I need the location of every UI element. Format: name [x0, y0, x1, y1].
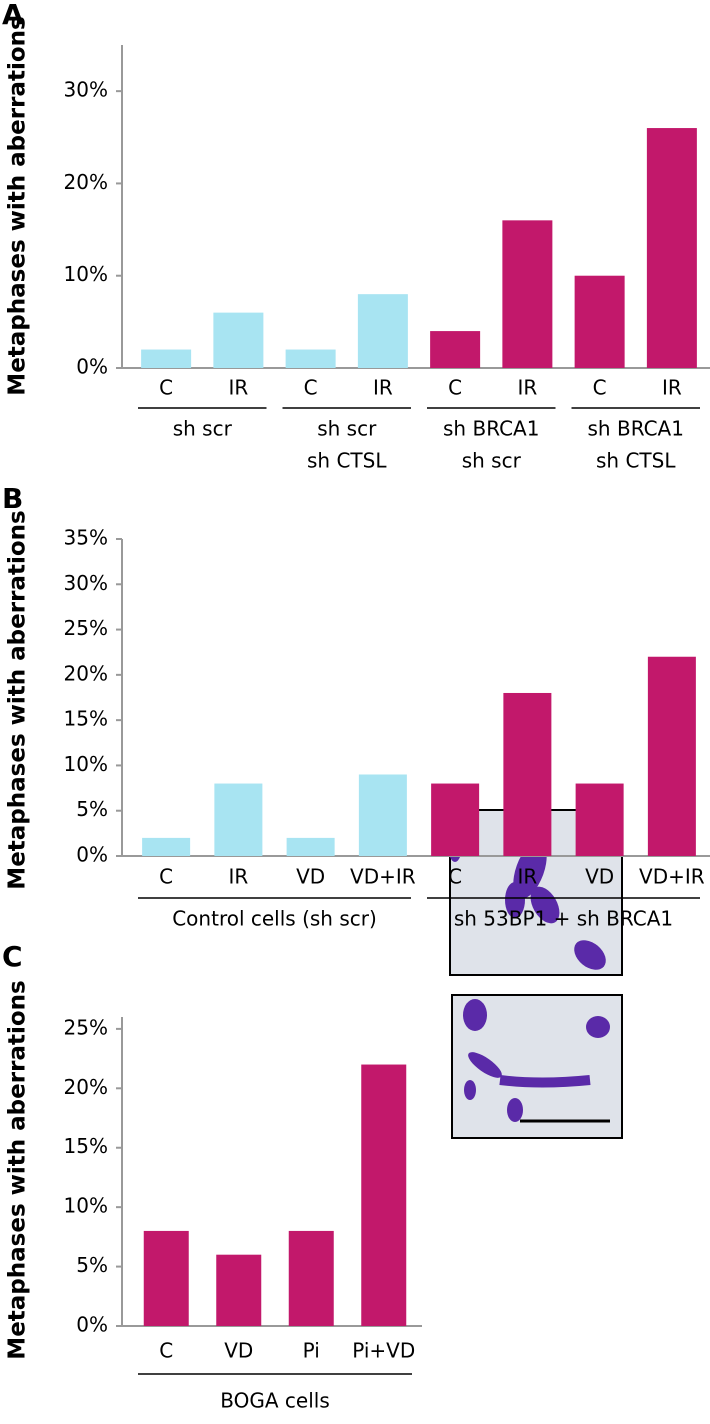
group-label: sh BRCA1	[588, 417, 684, 441]
x-tick-label: VD+IR	[350, 865, 416, 889]
bar	[502, 220, 553, 368]
x-tick-label: VD	[224, 1339, 253, 1363]
y-tick-label: 0%	[76, 355, 108, 379]
bar	[143, 1230, 189, 1326]
x-tick-label: Pi+VD	[352, 1339, 415, 1363]
x-tick-label: VD	[296, 865, 325, 889]
group-label: sh scr	[317, 417, 377, 441]
y-tick-label: 10%	[64, 752, 108, 776]
x-tick-label: IR	[228, 865, 248, 889]
y-axis-label: Metaphases with aberrations	[5, 16, 31, 395]
bar	[574, 275, 625, 368]
group-label: sh CTSL	[307, 449, 387, 473]
bar	[142, 837, 191, 856]
bar	[216, 1254, 262, 1326]
x-tick-label: C	[593, 376, 607, 400]
x-tick-label: C	[448, 865, 462, 889]
y-tick-label: 5%	[76, 797, 108, 821]
bar	[361, 1064, 407, 1326]
bar	[141, 349, 192, 368]
group-label: sh CTSL	[596, 449, 676, 473]
y-tick-label: 10%	[64, 1194, 108, 1218]
bar	[431, 783, 480, 856]
bar	[286, 837, 335, 856]
group-label: Control cells (sh scr)	[172, 907, 377, 931]
x-tick-label: VD	[585, 865, 614, 889]
bar	[430, 331, 481, 368]
group-label: sh 53BP1 + sh BRCA1	[454, 907, 673, 931]
y-tick-label: 15%	[64, 707, 108, 731]
x-tick-label: C	[304, 376, 318, 400]
y-tick-label: 0%	[76, 1313, 108, 1337]
y-tick-label: 5%	[76, 1253, 108, 1277]
bar	[647, 656, 696, 856]
group-label: sh BRCA1	[443, 417, 539, 441]
bar	[285, 349, 336, 368]
bar	[503, 692, 552, 856]
y-tick-label: 30%	[64, 78, 108, 102]
group-label: BOGA cells	[220, 1389, 329, 1413]
x-tick-label: IR	[662, 376, 682, 400]
y-tick-label: 30%	[64, 571, 108, 595]
y-axis-label: Metaphases with aberrations	[5, 510, 31, 889]
bar	[214, 783, 263, 856]
y-tick-label: 15%	[64, 1134, 108, 1158]
y-tick-label: 20%	[64, 1075, 108, 1099]
x-tick-label: IR	[517, 376, 537, 400]
y-tick-label: 10%	[64, 262, 108, 286]
y-tick-label: 20%	[64, 661, 108, 685]
y-axis-label: Metaphases with aberrations	[5, 980, 31, 1359]
bar	[646, 128, 697, 368]
y-tick-label: 25%	[64, 1015, 108, 1039]
panel-label: A	[2, 0, 24, 31]
x-tick-label: VD+IR	[639, 865, 705, 889]
x-tick-label: IR	[228, 376, 248, 400]
bar	[288, 1230, 334, 1326]
x-tick-label: IR	[373, 376, 393, 400]
x-tick-label: C	[159, 865, 173, 889]
x-tick-label: C	[159, 1339, 173, 1363]
group-label: sh scr	[173, 417, 233, 441]
x-tick-label: IR	[517, 865, 537, 889]
panel-label: B	[2, 482, 23, 515]
bar	[357, 294, 408, 368]
y-tick-label: 35%	[64, 526, 108, 550]
x-tick-label: C	[159, 376, 173, 400]
y-tick-label: 20%	[64, 170, 108, 194]
bar	[575, 783, 624, 856]
group-label: sh scr	[462, 449, 522, 473]
micrograph-bottom	[451, 994, 623, 1139]
x-tick-label: Pi	[303, 1339, 320, 1363]
bar	[213, 312, 264, 368]
y-tick-label: 0%	[76, 843, 108, 867]
x-tick-label: C	[448, 376, 462, 400]
y-tick-label: 25%	[64, 616, 108, 640]
panel-label: C	[2, 940, 23, 973]
bar	[358, 774, 407, 856]
